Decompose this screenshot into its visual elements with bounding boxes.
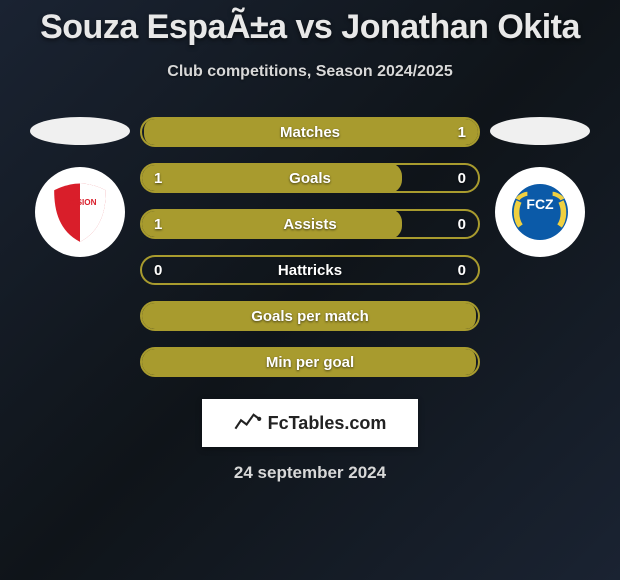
fctables-logo-icon <box>234 410 262 437</box>
stat-value-right: 1 <box>458 124 466 141</box>
stat-row: 1 Goals 0 <box>140 163 480 193</box>
left-player-col: FC SION <box>20 117 140 257</box>
page-title: Souza EspaÃ±a vs Jonathan Okita <box>0 8 620 47</box>
stat-row: 0 Hattricks 0 <box>140 255 480 285</box>
branding-box: FcTables.com <box>202 399 418 447</box>
fc-sion-icon: FC SION <box>46 178 114 246</box>
stat-label: Matches <box>280 124 340 141</box>
stat-row: Min per goal <box>140 347 480 377</box>
stat-value-right: 0 <box>458 216 466 233</box>
stat-label: Hattricks <box>278 262 342 279</box>
stat-label: Min per goal <box>266 354 354 371</box>
stat-label: Goals <box>289 170 331 187</box>
stats-list: Matches 1 1 Goals 0 1 Assists 0 0 Hattricks 0 Goals… <box>140 117 480 377</box>
left-flag-ellipse <box>30 117 130 145</box>
svg-text:FC SION: FC SION <box>63 198 96 207</box>
stat-value-left: 1 <box>154 170 162 187</box>
stat-fill-left <box>140 209 402 239</box>
stat-value-left: 1 <box>154 216 162 233</box>
left-team-badge: FC SION <box>35 167 125 257</box>
branding-text: FcTables.com <box>268 413 387 434</box>
stat-label: Assists <box>283 216 336 233</box>
stat-value-right: 0 <box>458 262 466 279</box>
stat-value-right: 0 <box>458 170 466 187</box>
page-subtitle: Club competitions, Season 2024/2025 <box>0 63 620 81</box>
right-player-col: FCZ <box>480 117 600 257</box>
stat-row: Matches 1 <box>140 117 480 147</box>
right-flag-ellipse <box>490 117 590 145</box>
stat-fill-left <box>140 163 402 193</box>
stat-row: 1 Assists 0 <box>140 209 480 239</box>
stat-label: Goals per match <box>251 308 369 325</box>
stat-value-left: 0 <box>154 262 162 279</box>
right-team-badge: FCZ <box>495 167 585 257</box>
stat-row: Goals per match <box>140 301 480 331</box>
fc-zurich-icon: FCZ <box>505 177 575 247</box>
comparison-panel: FC SION Matches 1 1 Goals 0 1 Assists 0 0 Hattric… <box>0 117 620 377</box>
svg-text:FCZ: FCZ <box>526 196 554 212</box>
date-text: 24 september 2024 <box>0 463 620 483</box>
